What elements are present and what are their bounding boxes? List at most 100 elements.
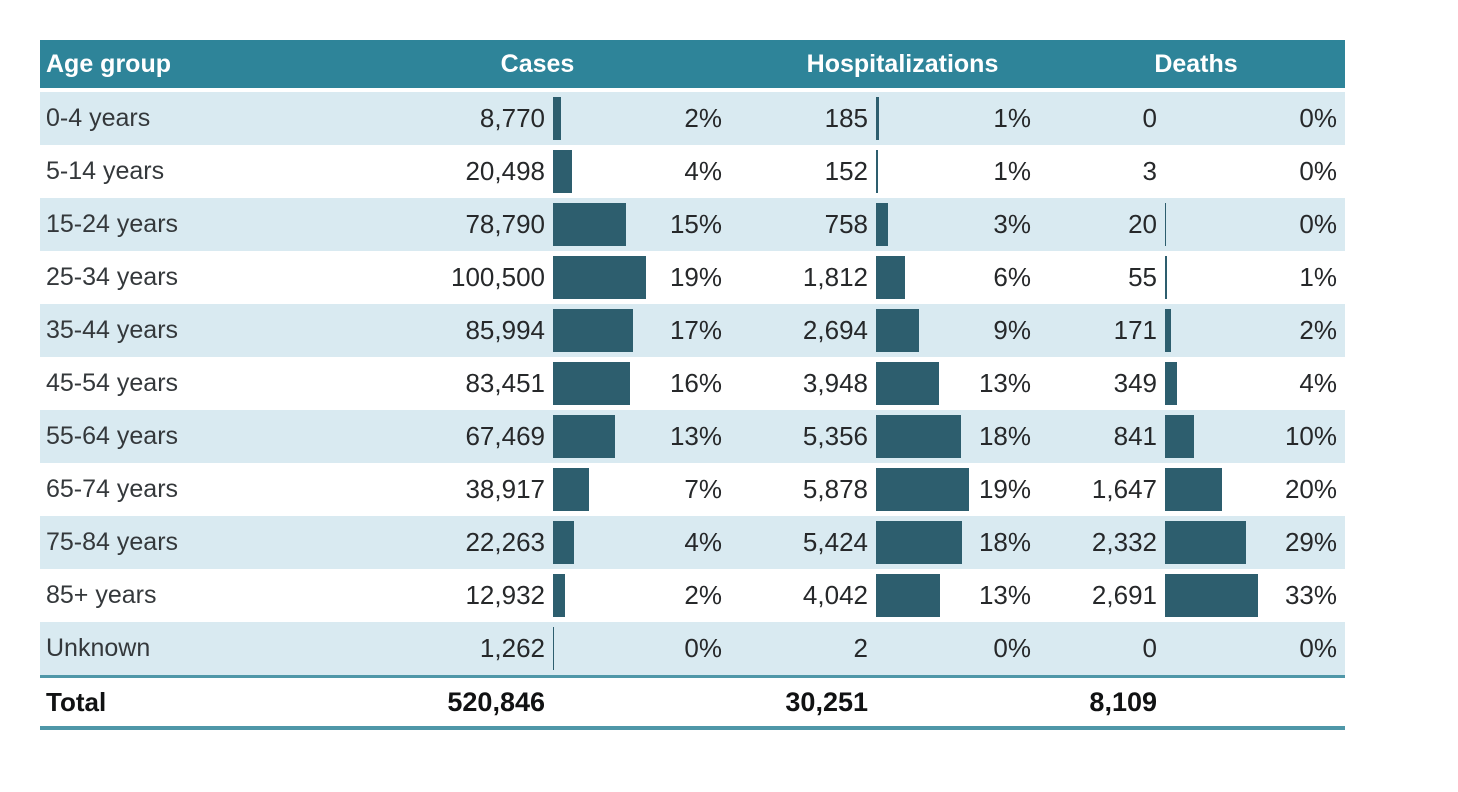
cases-count: 38,917 bbox=[465, 474, 545, 504]
deaths-count: 2,691 bbox=[1091, 580, 1157, 610]
cases-percent: 0% bbox=[684, 633, 722, 663]
hospitalizations-bar-cell bbox=[868, 198, 976, 251]
deaths-percent: 0% bbox=[1299, 156, 1337, 186]
deaths-count: 171 bbox=[1113, 315, 1157, 345]
hospitalizations-bar-cell bbox=[868, 92, 976, 145]
hospitalizations-percent: 1% bbox=[993, 156, 1031, 186]
deaths-bar bbox=[1165, 415, 1195, 458]
age-group-label: 45-54 years bbox=[46, 369, 179, 397]
cases-bar bbox=[553, 309, 633, 352]
deaths-bar-cell bbox=[1157, 357, 1265, 410]
deaths-percent: 29% bbox=[1284, 527, 1337, 557]
age-group-label: 5-14 years bbox=[46, 157, 165, 185]
cases-bar-cell bbox=[545, 304, 653, 357]
deaths-bar-cell bbox=[1157, 304, 1265, 357]
hospitalizations-bar-cell bbox=[868, 145, 976, 198]
table-row: 75-84 years 22,263 4% 5,424 18% 2,332 29% bbox=[40, 516, 1345, 569]
deaths-bar-cell bbox=[1157, 569, 1265, 622]
deaths-count: 841 bbox=[1113, 421, 1157, 451]
cases-count: 85,994 bbox=[465, 315, 545, 345]
hospitalizations-bar-cell bbox=[868, 463, 976, 516]
deaths-percent: 10% bbox=[1284, 421, 1337, 451]
deaths-count: 349 bbox=[1113, 368, 1157, 398]
age-group-label: 85+ years bbox=[46, 581, 157, 609]
cases-percent: 16% bbox=[669, 368, 722, 398]
deaths-count: 55 bbox=[1128, 262, 1157, 292]
cases-bar-cell bbox=[545, 516, 653, 569]
hospitalizations-bar-cell bbox=[868, 569, 976, 622]
hospitalizations-count: 758 bbox=[824, 209, 868, 239]
deaths-bar-cell bbox=[1157, 622, 1265, 675]
table-row: 55-64 years 67,469 13% 5,356 18% 841 10% bbox=[40, 410, 1345, 463]
cases-count: 12,932 bbox=[465, 580, 545, 610]
cases-count: 20,498 bbox=[465, 156, 545, 186]
cases-bar bbox=[553, 574, 565, 617]
cases-percent: 7% bbox=[684, 474, 722, 504]
total-label: Total bbox=[46, 686, 107, 717]
cases-bar-cell bbox=[545, 198, 653, 251]
hospitalizations-count: 2,694 bbox=[802, 315, 868, 345]
cases-percent: 4% bbox=[684, 156, 722, 186]
cases-percent: 19% bbox=[669, 262, 722, 292]
hospitalizations-bar bbox=[876, 97, 879, 140]
deaths-bar-cell bbox=[1157, 198, 1265, 251]
deaths-percent: 1% bbox=[1299, 262, 1337, 292]
hospitalizations-count: 1,812 bbox=[802, 262, 868, 292]
hospitalizations-count: 185 bbox=[824, 103, 868, 133]
cases-percent: 17% bbox=[669, 315, 722, 345]
hospitalizations-bar-cell bbox=[868, 622, 976, 675]
deaths-count: 0 bbox=[1142, 103, 1157, 133]
table-row: 25-34 years 100,500 19% 1,812 6% 55 1% bbox=[40, 251, 1345, 304]
table-row: Unknown 1,262 0% 2 0% 0 0% bbox=[40, 622, 1345, 675]
cases-count: 22,263 bbox=[465, 527, 545, 557]
hospitalizations-percent: 0% bbox=[993, 633, 1031, 663]
hospitalizations-percent: 6% bbox=[993, 262, 1031, 292]
hospitalizations-bar-cell bbox=[868, 357, 976, 410]
deaths-bar-cell bbox=[1157, 251, 1265, 304]
hospitalizations-count: 5,356 bbox=[802, 421, 868, 451]
deaths-bar bbox=[1165, 521, 1246, 564]
deaths-count: 0 bbox=[1142, 633, 1157, 663]
cases-bar bbox=[553, 97, 562, 140]
deaths-bar-cell bbox=[1157, 516, 1265, 569]
cases-percent: 2% bbox=[684, 580, 722, 610]
deaths-bar-cell bbox=[1157, 92, 1265, 145]
cases-bar bbox=[553, 468, 589, 511]
cases-bar bbox=[553, 150, 572, 193]
deaths-bar-cell bbox=[1157, 145, 1265, 198]
age-group-label: 75-84 years bbox=[46, 528, 179, 556]
cases-bar-cell bbox=[545, 145, 653, 198]
deaths-count: 1,647 bbox=[1091, 474, 1157, 504]
table-row: 45-54 years 83,451 16% 3,948 13% 349 4% bbox=[40, 357, 1345, 410]
total-hospitalizations: 30,251 bbox=[785, 686, 868, 717]
hospitalizations-percent: 3% bbox=[993, 209, 1031, 239]
table-body: 0-4 years 8,770 2% 185 1% 0 0% 5-14 years 20,498… bbox=[40, 92, 1345, 675]
age-group-label: 15-24 years bbox=[46, 210, 179, 238]
deaths-bar-cell bbox=[1157, 410, 1265, 463]
hospitalizations-bar bbox=[876, 521, 962, 564]
table-row: 0-4 years 8,770 2% 185 1% 0 0% bbox=[40, 92, 1345, 145]
age-group-table: Age group Cases Hospitalizations Deaths … bbox=[40, 40, 1345, 730]
deaths-bar bbox=[1165, 256, 1167, 299]
cases-bar-cell bbox=[545, 251, 653, 304]
hospitalizations-bar bbox=[876, 256, 905, 299]
table-row: 15-24 years 78,790 15% 758 3% 20 0% bbox=[40, 198, 1345, 251]
deaths-percent: 0% bbox=[1299, 633, 1337, 663]
deaths-percent: 4% bbox=[1299, 368, 1337, 398]
hospitalizations-bar bbox=[876, 362, 939, 405]
cases-count: 83,451 bbox=[465, 368, 545, 398]
cases-percent: 13% bbox=[669, 421, 722, 451]
table-row: 85+ years 12,932 2% 4,042 13% 2,691 33% bbox=[40, 569, 1345, 622]
deaths-count: 3 bbox=[1142, 156, 1157, 186]
cases-bar bbox=[553, 203, 626, 246]
cases-bar bbox=[553, 415, 616, 458]
deaths-count: 2,332 bbox=[1091, 527, 1157, 557]
hospitalizations-bar bbox=[876, 150, 879, 193]
table-row: 65-74 years 38,917 7% 5,878 19% 1,647 20% bbox=[40, 463, 1345, 516]
table-row: 5-14 years 20,498 4% 152 1% 3 0% bbox=[40, 145, 1345, 198]
hospitalizations-percent: 13% bbox=[978, 580, 1031, 610]
cases-count: 78,790 bbox=[465, 209, 545, 239]
deaths-bar bbox=[1165, 574, 1258, 617]
hospitalizations-bar bbox=[876, 468, 969, 511]
cases-bar-cell bbox=[545, 463, 653, 516]
